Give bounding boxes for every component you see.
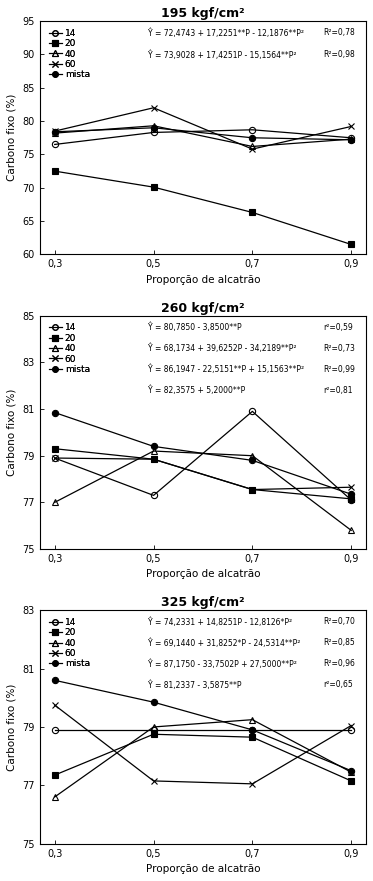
Text: Ŷ = 68,1734 + 39,6252P - 34,2189**P²: Ŷ = 68,1734 + 39,6252P - 34,2189**P² bbox=[147, 344, 296, 353]
Y-axis label: Carbono fixo (%): Carbono fixo (%) bbox=[7, 94, 17, 181]
Text: R²=0,73: R²=0,73 bbox=[324, 344, 355, 352]
X-axis label: Proporção de alcatrão: Proporção de alcatrão bbox=[146, 569, 260, 580]
Text: r²=0,65: r²=0,65 bbox=[324, 680, 353, 689]
Text: Ŷ = 73,9028 + 17,4251P - 15,1564**P²: Ŷ = 73,9028 + 17,4251P - 15,1564**P² bbox=[147, 50, 296, 60]
Text: Ŷ = 81,2337 - 3,5875**P: Ŷ = 81,2337 - 3,5875**P bbox=[147, 680, 241, 690]
Text: Ŷ = 82,3575 + 5,2000**P: Ŷ = 82,3575 + 5,2000**P bbox=[147, 386, 245, 396]
Text: R²=0,85: R²=0,85 bbox=[324, 639, 355, 648]
Legend: 14, 20, 40, 60, mista: 14, 20, 40, 60, mista bbox=[48, 28, 91, 80]
Title: 325 kgf/cm²: 325 kgf/cm² bbox=[161, 596, 245, 609]
Text: R²=0,78: R²=0,78 bbox=[324, 28, 355, 37]
Text: R²=0,96: R²=0,96 bbox=[324, 659, 355, 669]
Legend: 14, 20, 40, 60, mista: 14, 20, 40, 60, mista bbox=[48, 618, 91, 670]
X-axis label: Proporção de alcatrão: Proporção de alcatrão bbox=[146, 275, 260, 285]
Text: Ŷ = 87,1750 - 33,7502P + 27,5000**P²: Ŷ = 87,1750 - 33,7502P + 27,5000**P² bbox=[147, 659, 297, 669]
Text: Ŷ = 72,4743 + 17,2251**P - 12,1876**P²: Ŷ = 72,4743 + 17,2251**P - 12,1876**P² bbox=[147, 28, 304, 38]
Text: R²=0,70: R²=0,70 bbox=[324, 618, 355, 626]
Legend: 14, 20, 40, 60, mista: 14, 20, 40, 60, mista bbox=[48, 322, 91, 374]
Title: 260 kgf/cm²: 260 kgf/cm² bbox=[161, 301, 245, 315]
Y-axis label: Carbono fixo (%): Carbono fixo (%) bbox=[7, 389, 17, 476]
Title: 195 kgf/cm²: 195 kgf/cm² bbox=[161, 7, 245, 20]
Text: R²=0,99: R²=0,99 bbox=[324, 365, 355, 374]
Text: Ŷ = 80,7850 - 3,8500**P: Ŷ = 80,7850 - 3,8500**P bbox=[147, 322, 241, 332]
Text: r²=0,59: r²=0,59 bbox=[324, 322, 353, 332]
X-axis label: Proporção de alcatrão: Proporção de alcatrão bbox=[146, 864, 260, 874]
Text: Ŷ = 69,1440 + 31,8252*P - 24,5314**P²: Ŷ = 69,1440 + 31,8252*P - 24,5314**P² bbox=[147, 639, 300, 648]
Text: Ŷ = 74,2331 + 14,8251P - 12,8126*P²: Ŷ = 74,2331 + 14,8251P - 12,8126*P² bbox=[147, 618, 292, 626]
Text: r²=0,81: r²=0,81 bbox=[324, 386, 353, 395]
Text: R²=0,98: R²=0,98 bbox=[324, 50, 355, 59]
Y-axis label: Carbono fixo (%): Carbono fixo (%) bbox=[7, 684, 17, 771]
Text: Ŷ = 86,1947 - 22,5151**P + 15,1563**P²: Ŷ = 86,1947 - 22,5151**P + 15,1563**P² bbox=[147, 365, 304, 374]
